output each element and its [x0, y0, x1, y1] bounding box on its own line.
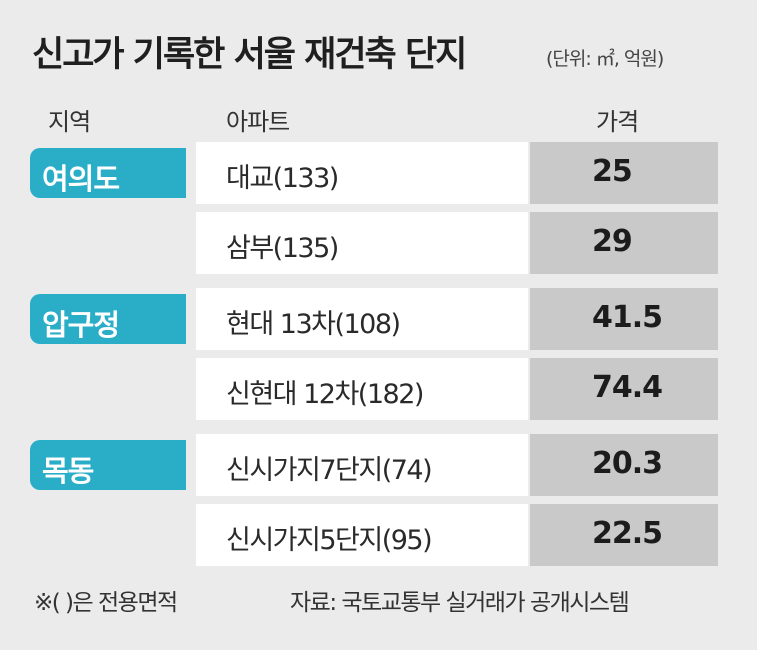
source-note: 자료: 국토교통부 실거래가 공개시스템 — [290, 590, 630, 616]
footnote: ※( )은 전용면적 — [34, 590, 178, 616]
region-label: 여의도 — [42, 162, 120, 196]
apartment-name: 대교(133) — [226, 163, 339, 194]
price-cell: 22.5 — [530, 504, 718, 566]
price-value: 20.3 — [592, 446, 663, 481]
chart-frame: 신고가 기록한 서울 재건축 단지 (단위: ㎡, 억원) 지역 아파트 가격 … — [8, 8, 749, 634]
price-value: 25 — [592, 154, 633, 189]
table-row: 현대 13차(108) — [196, 288, 528, 350]
price-value: 22.5 — [592, 516, 663, 551]
table-row: 대교(133) — [196, 142, 528, 204]
price-cell: 74.4 — [530, 358, 718, 420]
price-value: 74.4 — [592, 370, 663, 405]
region-badge: 여의도 — [30, 148, 186, 198]
column-header-price: 가격 — [596, 108, 639, 136]
region-badge: 압구정 — [30, 294, 186, 344]
apartment-name: 신시가지7단지(74) — [226, 455, 433, 486]
apartment-name: 신시가지5단지(95) — [226, 525, 433, 556]
apartment-name: 신현대 12차(182) — [226, 379, 424, 410]
table-row: 삼부(135) — [196, 212, 528, 274]
table-row: 신현대 12차(182) — [196, 358, 528, 420]
apartment-name: 현대 13차(108) — [226, 309, 401, 340]
price-cell: 41.5 — [530, 288, 718, 350]
chart-title: 신고가 기록한 서울 재건축 단지 — [32, 35, 467, 75]
price-cell: 29 — [530, 212, 718, 274]
table-row: 신시가지7단지(74) — [196, 434, 528, 496]
price-cell: 25 — [530, 142, 718, 204]
region-label: 목동 — [42, 454, 94, 488]
price-value: 41.5 — [592, 300, 663, 335]
apartment-name: 삼부(135) — [226, 233, 339, 264]
region-badge: 목동 — [30, 440, 186, 490]
price-value: 29 — [592, 224, 633, 259]
column-header-apartment: 아파트 — [226, 108, 290, 136]
unit-label: (단위: ㎡, 억원) — [546, 48, 664, 70]
region-label: 압구정 — [42, 308, 120, 342]
column-header-region: 지역 — [48, 108, 91, 136]
table-row: 신시가지5단지(95) — [196, 504, 528, 566]
price-cell: 20.3 — [530, 434, 718, 496]
